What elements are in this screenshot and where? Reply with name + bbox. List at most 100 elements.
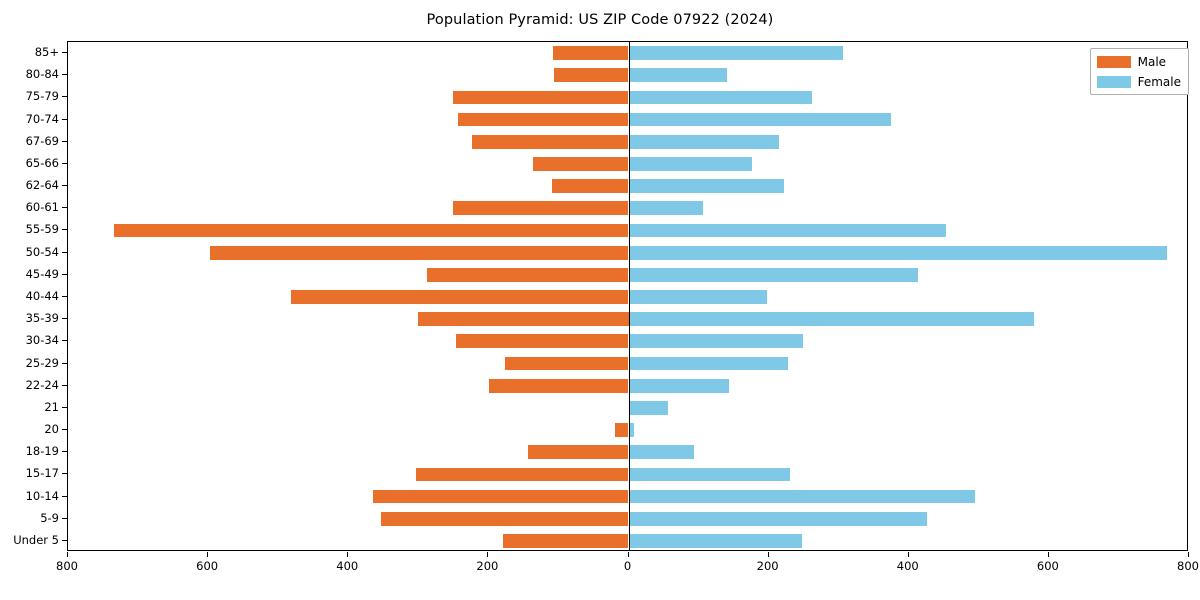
y-axis-tick-mark	[62, 406, 67, 408]
bar-row	[68, 46, 1187, 60]
bar-female	[628, 134, 780, 149]
bars-layer	[68, 42, 1187, 550]
y-axis-tick-mark	[62, 296, 67, 297]
y-axis-tick-label: 60-61	[25, 200, 59, 215]
y-axis-ticks	[62, 41, 67, 551]
y-axis-tick-label: 22-24	[25, 377, 59, 392]
x-axis-tick-mark	[767, 552, 769, 557]
x-axis-tick-mark	[907, 552, 909, 557]
y-axis-tick-label: 55-59	[25, 222, 59, 237]
x-axis-tick-label: 400	[896, 559, 919, 573]
y-axis-tick-mark	[62, 229, 67, 231]
y-axis-labels: 85+ 80-84 75-79 70-74 67-69 65-66 62-64 60-61 55…	[0, 41, 59, 551]
bar-female	[628, 400, 669, 415]
y-axis-tick-mark	[62, 140, 67, 142]
legend-entry[interactable]: Male	[1096, 54, 1181, 69]
bar-row	[68, 68, 1187, 83]
x-axis-tick-mark	[627, 552, 629, 557]
bar-row	[68, 267, 1187, 282]
bar-male	[458, 112, 629, 127]
x-axis-tick-mark	[347, 552, 349, 557]
bar-female	[628, 157, 752, 171]
y-axis-tick-mark	[62, 74, 67, 76]
y-axis-tick-mark	[62, 251, 67, 253]
x-axis-tick-label: 600	[196, 559, 219, 573]
bar-female	[628, 201, 704, 216]
bar-row	[68, 356, 1187, 371]
y-axis-tick-label: 65-66	[25, 155, 59, 170]
bar-female	[628, 267, 918, 282]
y-axis-tick-mark	[62, 429, 67, 431]
bar-male	[505, 356, 629, 371]
y-axis-tick-mark	[62, 539, 67, 541]
bar-row	[68, 134, 1187, 149]
bar-male	[381, 511, 629, 526]
bar-row	[68, 290, 1187, 304]
y-axis-tick-label: 30-34	[25, 333, 59, 348]
y-axis-tick-label: 70-74	[25, 111, 59, 126]
bar-female	[628, 223, 946, 238]
bar-row	[68, 423, 1187, 437]
bar-row	[68, 112, 1187, 127]
bar-male	[615, 423, 629, 437]
x-axis-tick-label: 800	[56, 559, 78, 573]
x-axis-tick-label: 400	[336, 559, 359, 573]
y-axis-tick-label: 40-44	[25, 289, 59, 303]
y-axis-tick-mark	[62, 185, 67, 187]
bar-female	[628, 423, 635, 437]
bar-row	[68, 179, 1187, 193]
bar-row	[68, 445, 1187, 460]
y-axis-tick-label: 67-69	[25, 133, 59, 148]
bar-female	[628, 179, 785, 193]
legend-color-swatch	[1096, 75, 1131, 88]
bar-female	[628, 489, 975, 504]
bar-row	[68, 223, 1187, 238]
bar-female	[628, 378, 730, 393]
bar-row	[68, 400, 1187, 415]
x-axis-tick-label: 200	[476, 559, 499, 573]
bar-row	[68, 489, 1187, 504]
x-axis-tick-label: 600	[1036, 559, 1059, 573]
bar-row	[68, 334, 1187, 349]
y-axis-tick-label: 75-79	[25, 89, 59, 104]
y-axis-tick-mark	[62, 318, 67, 320]
bar-female	[628, 46, 843, 60]
bar-female	[628, 534, 803, 548]
bar-row	[68, 378, 1187, 393]
x-axis-labels: 800 600 400 200 0 200 400 600 800	[56, 559, 1199, 579]
bar-male	[415, 467, 629, 482]
y-axis-tick-label: 21	[44, 399, 59, 414]
bar-male	[552, 179, 629, 193]
bar-male	[114, 223, 629, 238]
bar-male	[552, 46, 629, 60]
y-axis-tick-mark	[62, 340, 67, 342]
y-axis-tick-label: 62-64	[25, 178, 59, 193]
bar-male	[290, 290, 629, 304]
bar-female	[628, 467, 790, 482]
y-axis-tick-label: 20	[44, 422, 59, 437]
bar-row	[68, 201, 1187, 216]
bar-row	[68, 534, 1187, 548]
chart-legend: Male Female	[1089, 48, 1189, 95]
bar-female	[628, 511, 927, 526]
y-axis-tick-mark	[62, 495, 67, 497]
y-axis-tick-label: 5-9	[40, 510, 59, 525]
y-axis-tick-label: 80-84	[25, 67, 59, 82]
x-axis-tick-mark	[207, 552, 209, 557]
bar-male	[489, 378, 629, 393]
bar-male	[418, 312, 629, 327]
y-axis-tick-mark	[62, 451, 67, 453]
y-axis-tick-mark	[62, 162, 67, 164]
bar-male	[452, 201, 629, 216]
y-axis-tick-mark	[62, 96, 67, 98]
bar-female	[628, 312, 1035, 327]
x-axis-tick-mark	[1047, 552, 1049, 557]
y-axis-tick-mark	[62, 384, 67, 386]
legend-entry[interactable]: Female	[1096, 74, 1181, 89]
y-axis-tick-label: 10-14	[25, 488, 59, 503]
bar-male	[210, 245, 629, 260]
bar-male	[533, 157, 629, 171]
bar-male	[528, 445, 629, 460]
bar-row	[68, 511, 1187, 526]
